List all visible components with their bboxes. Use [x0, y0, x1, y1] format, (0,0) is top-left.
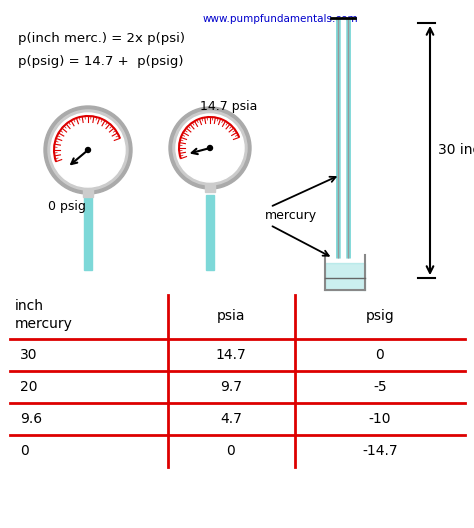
Text: 0: 0: [375, 348, 384, 362]
Bar: [205, 182, 215, 192]
Bar: [84, 197, 92, 270]
Circle shape: [208, 146, 212, 150]
Text: mercury: mercury: [265, 209, 317, 222]
Circle shape: [51, 113, 125, 187]
Circle shape: [173, 111, 247, 185]
Text: 30 inches: 30 inches: [438, 143, 474, 157]
Text: 14.7 psia: 14.7 psia: [200, 100, 257, 113]
Text: 20: 20: [20, 380, 37, 394]
Text: psig: psig: [365, 309, 394, 323]
Text: 0: 0: [20, 444, 29, 458]
Text: 4.7: 4.7: [220, 412, 242, 426]
Text: -10: -10: [369, 412, 391, 426]
Text: www.pumpfundamentals.com: www.pumpfundamentals.com: [202, 14, 358, 24]
Text: 0: 0: [227, 444, 236, 458]
Text: 14.7: 14.7: [216, 348, 246, 362]
Text: p(inch merc.) = 2x p(psi): p(inch merc.) = 2x p(psi): [18, 32, 185, 45]
Circle shape: [44, 106, 132, 194]
Text: -5: -5: [373, 380, 387, 394]
Text: -14.7: -14.7: [362, 444, 398, 458]
Text: 9.7: 9.7: [220, 380, 242, 394]
Bar: [341, 18, 345, 258]
Text: p(psig) = 14.7 +  p(psig): p(psig) = 14.7 + p(psig): [18, 55, 183, 68]
Bar: [206, 195, 214, 270]
Text: psia: psia: [217, 309, 245, 323]
Text: 9.6: 9.6: [20, 412, 42, 426]
Circle shape: [176, 114, 244, 182]
Text: 30: 30: [20, 348, 37, 362]
Bar: [325, 263, 365, 290]
Circle shape: [48, 110, 128, 190]
Circle shape: [85, 147, 91, 153]
Circle shape: [169, 107, 251, 189]
Text: 0 psig: 0 psig: [48, 200, 86, 213]
Text: inch
mercury: inch mercury: [15, 299, 73, 332]
Bar: [83, 187, 93, 197]
